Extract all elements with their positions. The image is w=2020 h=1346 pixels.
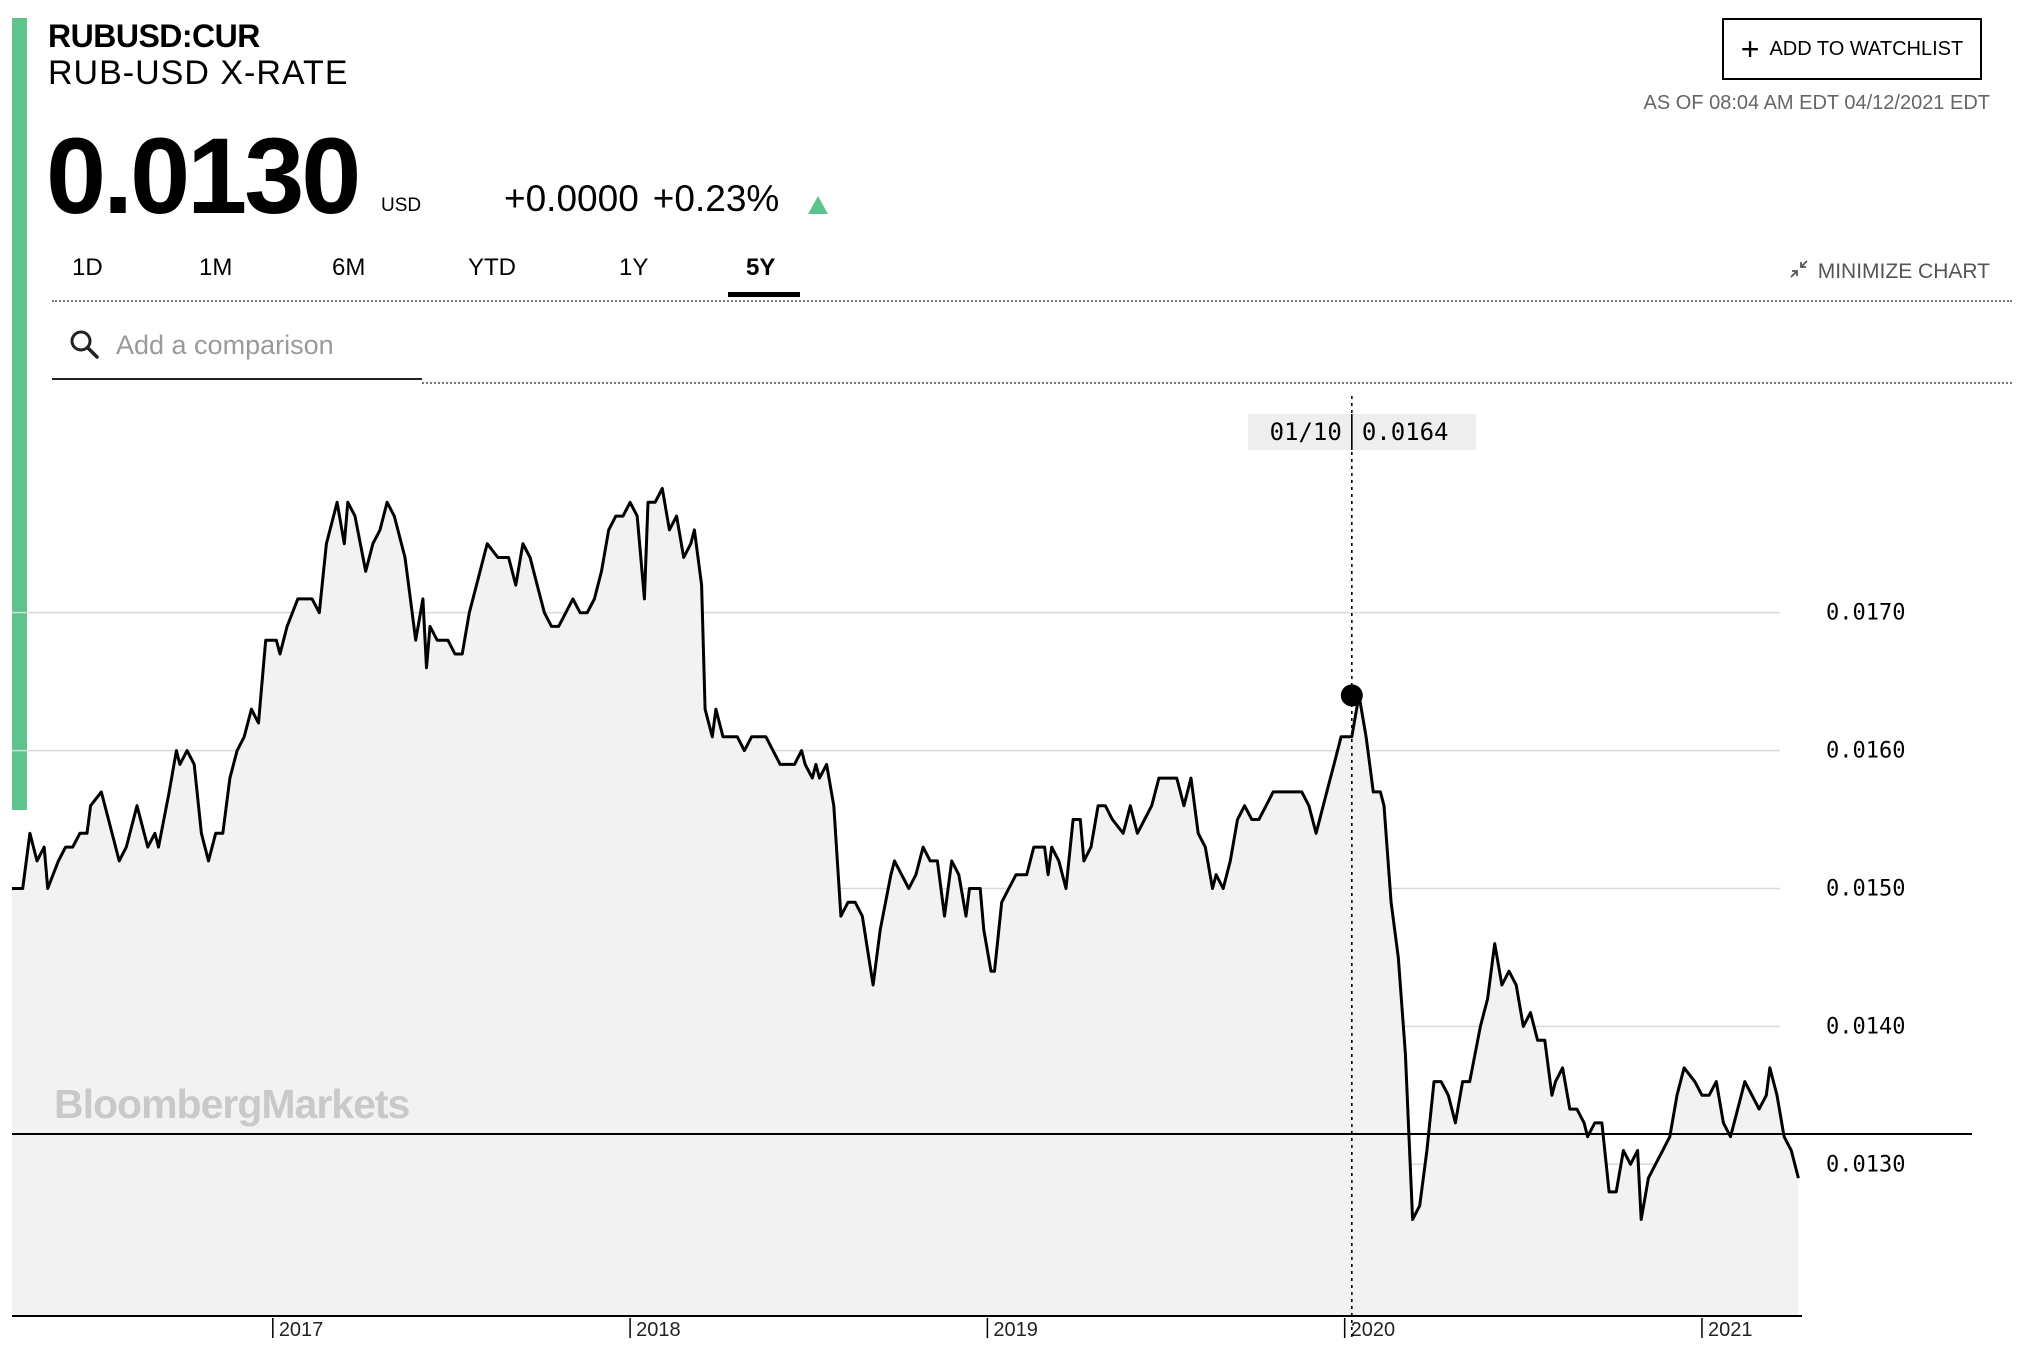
y-axis: 0.0130 0.0140 0.0150 0.0160 0.0170 — [1826, 601, 1905, 1178]
minimize-icon — [1788, 258, 1810, 286]
crosshair-point — [1340, 684, 1363, 707]
comparison-search — [52, 318, 422, 380]
x-tick-label: 2018 — [636, 1319, 681, 1341]
minimize-chart-button[interactable]: MINIMIZE CHART — [1788, 258, 1990, 286]
y-tick-label: 0.0170 — [1826, 601, 1905, 626]
tab-6m[interactable]: 6M — [332, 254, 366, 281]
price-change: +0.0000 +0.23% — [504, 178, 793, 220]
search-icon — [68, 328, 100, 365]
tab-1m[interactable]: 1M — [199, 254, 233, 281]
y-tick-label: 0.0140 — [1826, 1014, 1905, 1039]
watermark-logo: BloombergMarkets — [54, 1081, 410, 1127]
up-arrow-icon — [808, 196, 828, 214]
x-tick-label: 2021 — [1708, 1319, 1753, 1341]
x-tick-label: 2017 — [279, 1319, 324, 1341]
active-tab-indicator — [728, 292, 800, 297]
plus-icon: + — [1740, 31, 1760, 67]
x-tick-label: 2019 — [993, 1319, 1037, 1341]
as-of-timestamp: AS OF 08:04 AM EDT 04/12/2021 EDT — [1643, 92, 1990, 114]
crosshair: 01/10 0.0164 — [1247, 396, 1476, 1340]
tabs-divider — [52, 300, 2012, 302]
tab-1y[interactable]: 1Y — [619, 254, 649, 281]
x-axis: 2017 2018 2019 2020 2021 — [272, 1318, 1753, 1341]
y-tick-label: 0.0150 — [1826, 876, 1905, 901]
ticker-symbol: RUBUSD:CUR — [48, 18, 260, 54]
watchlist-label: ADD TO WATCHLIST — [1769, 37, 1964, 60]
y-tick-label: 0.0130 — [1826, 1152, 1905, 1177]
crosshair-value: 0.0164 — [1362, 418, 1449, 446]
crosshair-label-box — [1247, 414, 1476, 450]
y-tick-label: 0.0160 — [1826, 739, 1905, 764]
price-currency: USD — [381, 195, 422, 216]
instrument-name: RUB-USD X-RATE — [48, 54, 349, 92]
minimize-label: MINIMIZE CHART — [1817, 260, 1990, 283]
change-percent: +0.23% — [652, 178, 780, 219]
tab-ytd[interactable]: YTD — [468, 254, 516, 281]
price-value: 0.0130 — [46, 115, 361, 236]
comparison-input[interactable] — [114, 326, 418, 364]
search-divider — [422, 382, 2012, 384]
tab-5y[interactable]: 5Y — [746, 254, 776, 281]
price-area — [12, 488, 1799, 1316]
x-tick-label: 2020 — [1351, 1319, 1396, 1341]
crosshair-date: 01/10 — [1270, 418, 1342, 446]
add-to-watchlist-button[interactable]: + ADD TO WATCHLIST — [1722, 18, 1982, 80]
tab-1d[interactable]: 1D — [72, 254, 103, 281]
price-line — [12, 487, 1800, 1221]
change-absolute: +0.0000 — [504, 178, 639, 219]
